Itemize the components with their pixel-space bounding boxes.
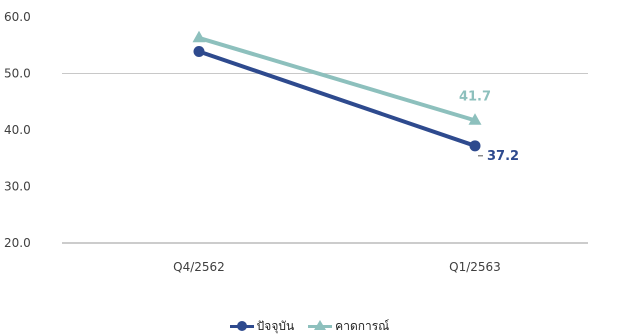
series-line-current — [198, 49, 476, 148]
x-tick-label: Q1/2563 — [449, 260, 501, 274]
legend-item-current: ปัจจุบัน — [229, 317, 295, 336]
legend-swatch-current — [229, 320, 254, 332]
y-tick-label: 20.0 — [4, 236, 31, 250]
y-tick-label: 50.0 — [4, 67, 31, 81]
y-axis-tick-labels: 60.0 50.0 40.0 30.0 20.0 — [4, 10, 31, 250]
y-tick-label: 40.0 — [4, 123, 31, 137]
series-line-forecast — [198, 35, 476, 123]
series-lines — [192, 30, 482, 152]
chart-legend: ปัจจุบัน คาดการณ์ — [0, 316, 619, 336]
legend-label-forecast: คาดการณ์ — [335, 318, 390, 333]
y-tick-label: 60.0 — [4, 10, 31, 24]
data-label-current: 37.2 — [487, 149, 519, 164]
legend-label-current: ปัจจุบัน — [256, 318, 295, 333]
data-point-forecast — [192, 30, 206, 43]
legend-swatch-forecast — [308, 320, 333, 332]
data-point-current — [469, 140, 481, 152]
y-tick-label: 30.0 — [4, 180, 31, 194]
x-tick-label: Q4/2562 — [173, 260, 225, 274]
data-labels: 41.7 37.2 — [459, 89, 519, 163]
line-chart: 60.0 50.0 40.0 30.0 20.0 Q4/2562 Q1/2563 41.7… — [4, 10, 588, 274]
data-label-forecast: 41.7 — [459, 89, 491, 104]
data-point-current — [193, 45, 205, 57]
data-point-forecast — [468, 113, 482, 125]
x-axis-tick-labels: Q4/2562 Q1/2563 — [173, 260, 501, 274]
legend-item-forecast: คาดการณ์ — [308, 317, 389, 336]
